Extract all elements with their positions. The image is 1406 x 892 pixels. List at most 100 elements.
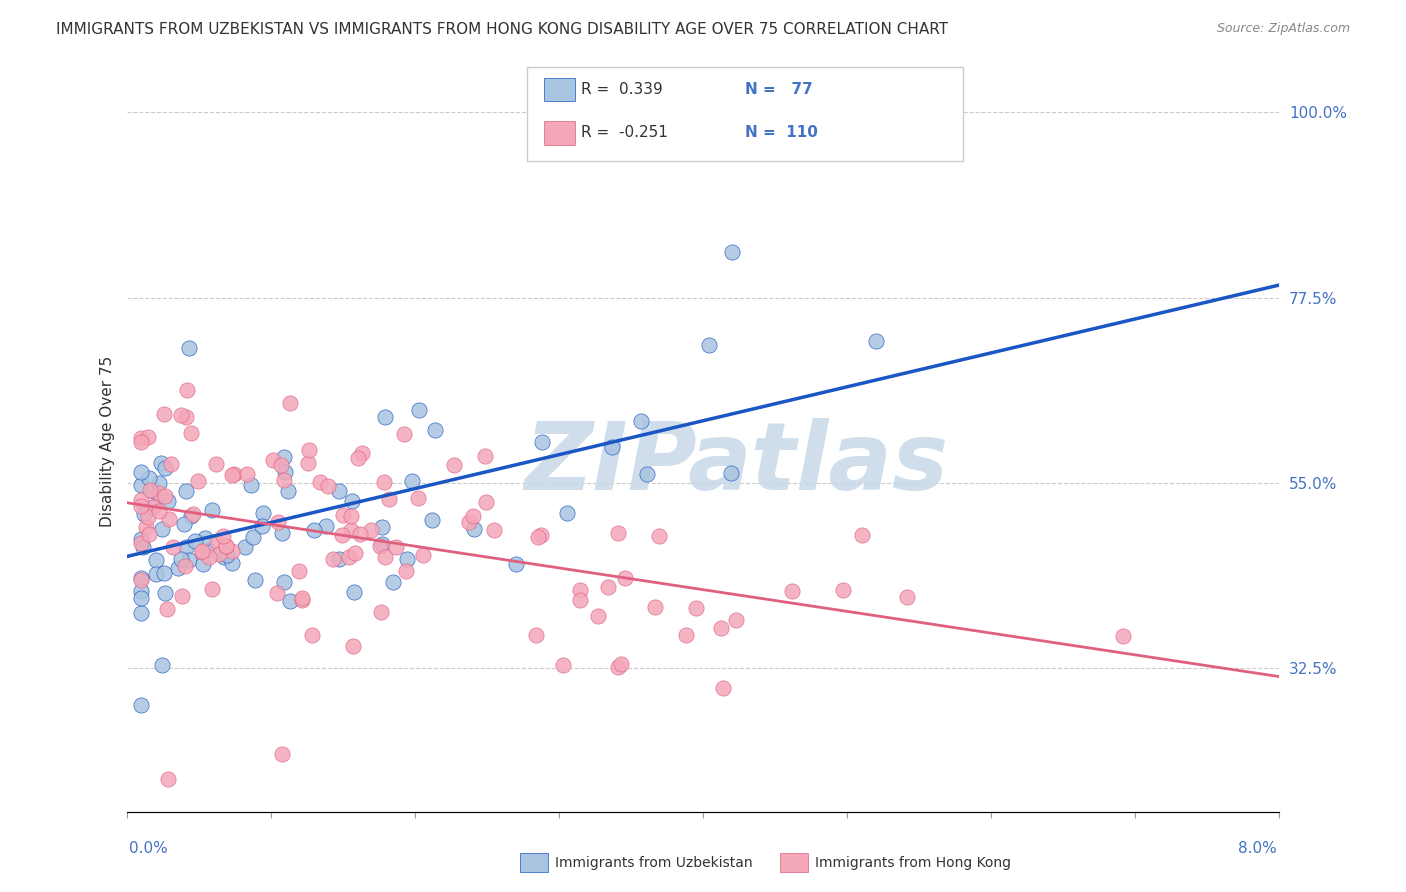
Point: [408, 402, 430, 417]
Point: [343, 546, 366, 560]
Point: [322, 551, 344, 566]
Point: [129, 499, 152, 513]
Point: [270, 526, 292, 541]
Point: [461, 508, 484, 523]
Point: [270, 458, 292, 472]
Point: [557, 506, 579, 520]
Point: [129, 431, 152, 445]
Point: [316, 478, 339, 492]
Point: [381, 575, 404, 590]
Point: [851, 527, 873, 541]
Point: [347, 450, 370, 465]
Point: [250, 519, 273, 533]
Point: [179, 341, 201, 355]
Point: [614, 571, 637, 585]
Point: [721, 245, 744, 260]
Point: [328, 552, 350, 566]
Point: [596, 580, 619, 594]
Point: [129, 584, 152, 599]
Point: [174, 483, 197, 498]
Text: R =  0.339: R = 0.339: [581, 82, 662, 96]
Point: [530, 528, 553, 542]
Point: [339, 508, 361, 523]
Point: [384, 540, 406, 554]
Point: [205, 457, 228, 471]
Point: [211, 528, 233, 542]
Point: [569, 582, 592, 597]
Point: [610, 657, 633, 672]
Point: [153, 461, 176, 475]
Point: [150, 522, 173, 536]
Point: [214, 540, 236, 554]
Point: [214, 550, 236, 565]
Point: [339, 524, 361, 538]
Point: [129, 535, 152, 549]
Point: [463, 522, 485, 536]
Point: [370, 520, 392, 534]
Point: [675, 628, 697, 642]
Point: [648, 529, 671, 543]
Point: [458, 515, 481, 529]
Point: [170, 589, 193, 603]
Point: [586, 608, 609, 623]
Point: [236, 467, 259, 481]
Point: [252, 506, 274, 520]
Point: [298, 443, 321, 458]
Point: [129, 606, 152, 620]
Point: [167, 560, 190, 574]
Point: [160, 458, 183, 472]
Point: [374, 549, 396, 564]
Point: [711, 681, 734, 695]
Point: [245, 574, 267, 588]
Point: [148, 475, 170, 490]
Point: [194, 531, 217, 545]
Point: [699, 337, 721, 351]
Point: [1112, 629, 1135, 643]
Text: Immigrants from Hong Kong: Immigrants from Hong Kong: [815, 855, 1011, 870]
Point: [395, 564, 418, 578]
Text: atlas: atlas: [688, 417, 949, 509]
Point: [148, 485, 170, 500]
Point: [373, 475, 395, 489]
Point: [221, 544, 243, 558]
Point: [150, 658, 173, 673]
Point: [291, 593, 314, 607]
Point: [153, 489, 176, 503]
Point: [408, 491, 430, 506]
Point: [371, 537, 394, 551]
Text: ZIP: ZIP: [524, 417, 697, 509]
Point: [865, 334, 887, 348]
Point: [138, 527, 160, 541]
Point: [208, 547, 231, 561]
Point: [343, 584, 366, 599]
Point: [425, 423, 447, 437]
Point: [607, 659, 630, 673]
Point: [129, 571, 152, 585]
Point: [134, 507, 156, 521]
Point: [401, 475, 423, 489]
Point: [482, 524, 505, 538]
Point: [150, 456, 173, 470]
Point: [831, 583, 853, 598]
Point: [242, 530, 264, 544]
Text: N =   77: N = 77: [745, 82, 813, 96]
Point: [131, 540, 153, 554]
Point: [181, 507, 204, 521]
Point: [233, 540, 256, 554]
Point: [370, 605, 392, 619]
Point: [129, 493, 152, 508]
Text: IMMIGRANTS FROM UZBEKISTAN VS IMMIGRANTS FROM HONG KONG DISABILITY AGE OVER 75 C: IMMIGRANTS FROM UZBEKISTAN VS IMMIGRANTS…: [56, 22, 949, 37]
Point: [215, 540, 238, 554]
Point: [153, 407, 176, 421]
Point: [360, 523, 382, 537]
Point: [183, 533, 205, 548]
Point: [156, 601, 179, 615]
Point: [277, 483, 299, 498]
Point: [392, 427, 415, 442]
Text: Immigrants from Uzbekistan: Immigrants from Uzbekistan: [555, 855, 754, 870]
Point: [162, 540, 184, 554]
Point: [530, 435, 553, 450]
Point: [780, 584, 803, 599]
Text: N =  110: N = 110: [745, 126, 818, 140]
Point: [138, 483, 160, 498]
